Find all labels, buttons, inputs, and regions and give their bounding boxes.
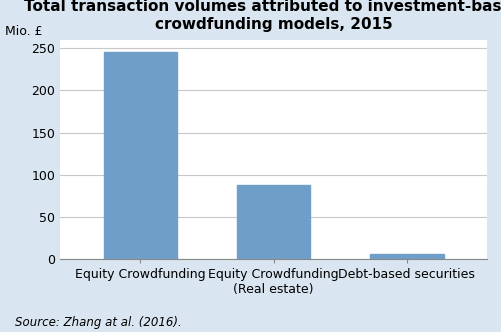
Bar — [370, 254, 443, 259]
Bar — [236, 185, 310, 259]
Title: Total transaction volumes attributed to investment-based
crowdfunding models, 20: Total transaction volumes attributed to … — [24, 0, 501, 32]
Text: Source: Zhang at al. (2016).: Source: Zhang at al. (2016). — [15, 316, 181, 329]
Text: Mio. £: Mio. £ — [5, 25, 42, 38]
Bar — [103, 52, 176, 259]
